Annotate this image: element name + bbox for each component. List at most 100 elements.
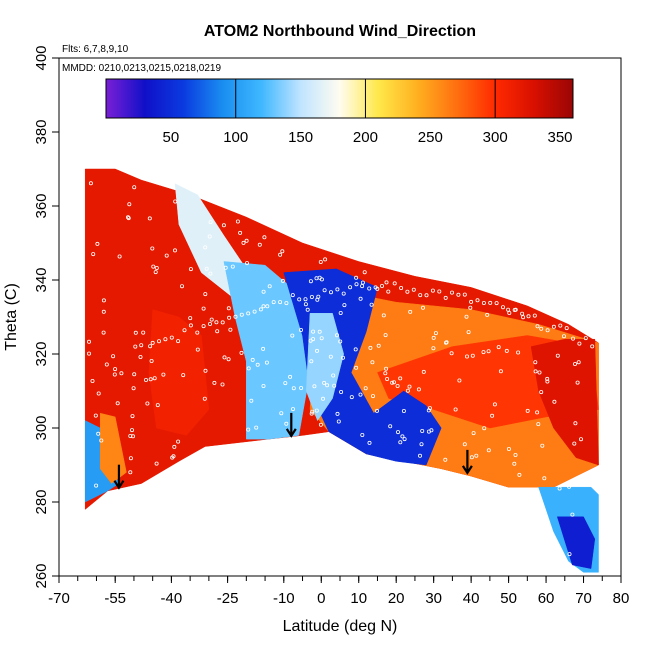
- observation-dot: [221, 223, 226, 228]
- observation-dot: [401, 408, 406, 413]
- observation-dot: [469, 455, 474, 460]
- y-tick-label: 280: [33, 489, 50, 514]
- observation-dot: [112, 372, 117, 377]
- observation-dot: [188, 323, 193, 328]
- observation-dot: [262, 235, 267, 240]
- observation-dot: [96, 431, 101, 436]
- y-tick-label: 340: [33, 267, 50, 292]
- y-tick-label: 300: [33, 415, 50, 440]
- observation-dot: [533, 360, 538, 365]
- colorbar-frame: [105, 78, 574, 119]
- observation-dot: [395, 383, 400, 388]
- observation-dot: [145, 401, 150, 406]
- observation-dot: [572, 441, 577, 446]
- observation-dot: [525, 408, 530, 413]
- observation-dot: [227, 315, 232, 320]
- observation-dot: [571, 336, 576, 341]
- observation-dot: [316, 294, 321, 299]
- observation-dot: [311, 329, 316, 334]
- observation-dot: [449, 351, 454, 356]
- observation-dot: [271, 300, 276, 305]
- observation-dot: [532, 313, 537, 318]
- observation-dot: [374, 408, 379, 413]
- observation-dot: [320, 396, 325, 401]
- observation-dot: [147, 216, 152, 221]
- observation-dot: [405, 289, 410, 294]
- observation-dot: [265, 304, 270, 309]
- x-tick-label: 10: [350, 590, 367, 607]
- observation-dot: [486, 448, 491, 453]
- colorbar-tick-label: 150: [288, 129, 313, 146]
- observation-dot: [95, 241, 100, 246]
- observation-dot: [507, 310, 512, 315]
- observation-dot: [462, 292, 467, 297]
- observation-dot: [490, 413, 495, 418]
- observation-dot: [339, 389, 344, 394]
- observation-dot: [239, 312, 244, 317]
- observation-dot: [176, 339, 181, 344]
- observation-dot: [430, 288, 435, 293]
- observation-dot: [354, 282, 359, 287]
- arrow-head: [461, 465, 473, 475]
- observation-dot: [258, 307, 263, 312]
- observation-dot: [101, 298, 106, 303]
- observation-dot: [496, 345, 501, 350]
- observation-dot: [408, 309, 413, 314]
- observation-dot: [540, 443, 545, 448]
- observation-dot: [203, 292, 208, 297]
- observation-dot: [150, 340, 155, 345]
- observation-dot: [308, 279, 313, 284]
- observation-dot: [443, 457, 448, 462]
- observation-dot: [126, 215, 131, 220]
- observation-dot: [99, 438, 104, 443]
- observation-dot: [257, 242, 262, 247]
- observation-dot: [235, 219, 240, 224]
- observation-dot: [91, 252, 96, 257]
- observation-dot: [141, 330, 146, 335]
- observation-dot: [470, 353, 475, 358]
- observation-dot: [128, 456, 133, 461]
- observation-dot: [303, 302, 308, 307]
- observation-dot: [151, 264, 156, 269]
- observation-dot: [545, 376, 550, 381]
- observation-dot: [417, 453, 422, 458]
- observation-dot: [575, 380, 580, 385]
- heatmap-regions: [84, 168, 599, 573]
- observation-dot: [471, 431, 476, 436]
- observation-dot: [290, 333, 295, 338]
- colorbar-tick-label: 300: [483, 129, 508, 146]
- observation-dot: [314, 408, 319, 413]
- observation-dot: [399, 285, 404, 290]
- observation-dot: [449, 290, 454, 295]
- observation-dot: [335, 287, 340, 292]
- observation-dot: [303, 297, 308, 302]
- y-tick-label: 360: [33, 193, 50, 218]
- observation-dot: [376, 343, 381, 348]
- observation-dot: [457, 378, 462, 383]
- observation-dot: [155, 403, 160, 408]
- observation-dot: [398, 376, 403, 381]
- observation-dot: [93, 413, 98, 418]
- observation-dot: [88, 181, 93, 186]
- observation-dot: [297, 297, 302, 302]
- x-axis: -70 -55 -40 -25 -10 0 10 20 30 40 50 60 70 80: [48, 576, 629, 607]
- observation-dot: [335, 411, 340, 416]
- observation-dot: [354, 365, 359, 370]
- observation-dot: [127, 202, 132, 207]
- observation-dot: [150, 246, 155, 251]
- observation-dot: [203, 245, 208, 250]
- observation-dot: [101, 309, 106, 314]
- region-5: [223, 261, 311, 440]
- observation-dot: [238, 230, 243, 235]
- observation-dot: [202, 396, 207, 401]
- observation-dot: [201, 306, 206, 311]
- arrow-marker-0: [113, 464, 125, 490]
- observation-dot: [340, 355, 345, 360]
- observation-dot: [443, 340, 448, 345]
- observation-dot: [318, 422, 323, 427]
- observation-dot: [204, 266, 209, 271]
- observation-dot: [348, 285, 353, 290]
- dates-annotation: MMDD: 0210,0213,0215,0218,0219: [62, 63, 221, 74]
- observation-dot: [156, 339, 161, 344]
- observation-dot: [533, 369, 538, 374]
